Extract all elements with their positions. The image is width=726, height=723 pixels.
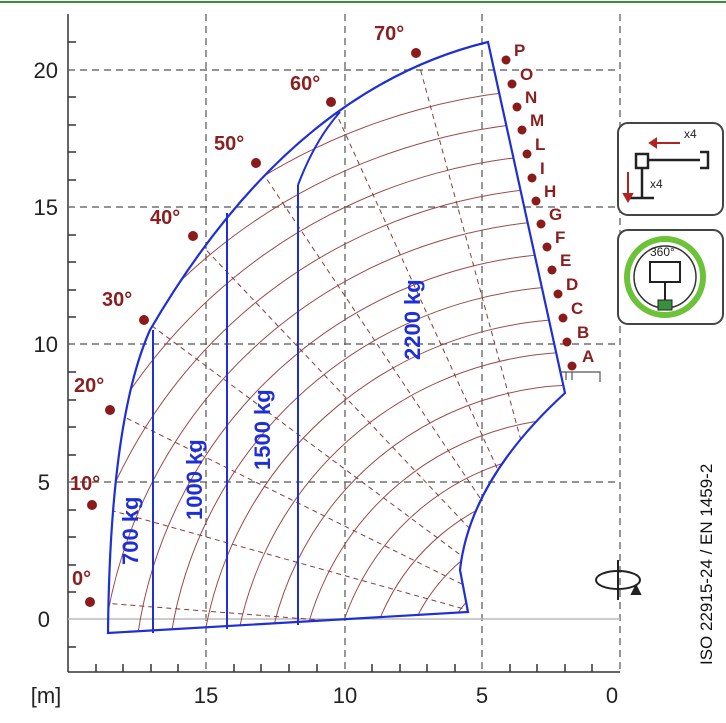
angle-label-50: 50° <box>214 133 244 155</box>
angle-label-30: 30° <box>102 289 132 311</box>
load-label-1000: 1000 kg <box>182 439 207 520</box>
angle-markers: 0° 10° 20° 30° 40° 50° 60° 70° <box>70 23 421 607</box>
x-tick-15: 15 <box>194 683 218 708</box>
extension-label-F: F <box>555 228 565 247</box>
angle-dot-30 <box>139 315 149 325</box>
extension-label-I: I <box>540 159 545 178</box>
extension-label-M: M <box>530 111 544 130</box>
angle-label-20: 20° <box>74 375 104 397</box>
extension-dot-I <box>527 173 537 183</box>
extension-label-N: N <box>525 88 537 107</box>
y-tick-5: 5 <box>38 470 50 495</box>
extension-dot-M <box>517 125 527 135</box>
ticks <box>68 41 593 672</box>
extension-label-G: G <box>549 205 562 224</box>
x-tick-10: 10 <box>333 683 357 708</box>
extension-dot-D <box>553 289 563 299</box>
extension-dot-G <box>536 219 546 229</box>
extension-label-B: B <box>577 323 589 342</box>
reach-arc <box>108 186 565 633</box>
rotation-label-360: 360° <box>650 245 675 259</box>
extension-dot-A <box>567 361 577 371</box>
angle-label-60: 60° <box>290 73 320 95</box>
reach-arc <box>133 252 565 633</box>
reach-arc <box>199 318 565 633</box>
angle-label-0: 0° <box>72 568 91 590</box>
load-label-700: 700 kg <box>118 497 143 566</box>
extension-dot-P <box>501 55 511 65</box>
extension-dot-F <box>542 242 552 252</box>
envelope-boundary <box>106 40 567 635</box>
boom-angle-line <box>255 162 565 633</box>
y-tick-15: 15 <box>34 195 58 220</box>
reach-arc <box>108 219 565 633</box>
outrigger-arrows <box>622 137 680 204</box>
reach-arc <box>396 516 565 633</box>
extension-label-P: P <box>514 41 525 60</box>
standard-label: ISO 22915-24 / EN 1459-2 <box>697 464 716 665</box>
extension-dot-B <box>562 337 572 347</box>
boom-angle-line <box>143 319 565 633</box>
extension-dot-H <box>531 196 541 206</box>
unit-label: [m] <box>31 683 62 708</box>
extension-dot-E <box>547 265 557 275</box>
boom-tip-marker <box>560 371 601 382</box>
extension-dot-O <box>507 79 517 89</box>
outrigger-icon-box: x4 x4 <box>617 122 724 216</box>
reach-arc <box>166 285 565 633</box>
boom-angle-line <box>415 52 565 633</box>
divider-upper <box>297 111 341 186</box>
angle-dot-60 <box>326 97 336 107</box>
rotation-ring-icon <box>624 236 706 318</box>
angle-dot-10 <box>87 500 97 510</box>
x-tick-5: 5 <box>476 683 488 708</box>
extension-label-E: E <box>560 251 571 270</box>
boom-angle-lines <box>108 52 565 633</box>
angle-dot-20 <box>105 405 115 415</box>
reach-arc <box>298 417 565 633</box>
load-label-2200: 2200 kg <box>400 279 425 360</box>
extension-dot-L <box>522 149 532 159</box>
extension-label-L: L <box>535 135 545 154</box>
extension-dot-N <box>512 102 522 112</box>
y-tick-20: 20 <box>34 58 58 83</box>
rotation-arrow-icon <box>595 560 642 600</box>
angle-dot-70 <box>411 48 421 58</box>
outrigger-icon <box>630 150 710 200</box>
y-tick-0: 0 <box>38 607 50 632</box>
angle-dot-50 <box>251 158 261 168</box>
rotation-icon-box: 360° <box>617 229 724 325</box>
extension-label-A: A <box>582 347 594 366</box>
outrigger-label-x4-top: x4 <box>684 127 697 141</box>
extension-dot-C <box>558 313 568 323</box>
load-zone-dividers <box>152 111 341 633</box>
boom-angle-line <box>109 409 565 633</box>
extension-label-C: C <box>571 299 583 318</box>
reach-arc <box>265 384 565 633</box>
extension-label-D: D <box>566 275 578 294</box>
outrigger-label-x4-bottom: x4 <box>650 177 663 191</box>
extension-label-H: H <box>544 182 556 201</box>
extension-label-O: O <box>520 65 533 84</box>
load-label-1500: 1500 kg <box>250 389 275 470</box>
angle-label-70: 70° <box>374 23 404 45</box>
reach-arc <box>232 351 565 633</box>
angle-dot-40 <box>188 231 198 241</box>
boom-angle-line <box>330 101 565 633</box>
angle-dot-0 <box>85 597 95 607</box>
reach-arc <box>363 483 565 633</box>
y-tick-10: 10 <box>34 332 58 357</box>
angle-label-10: 10° <box>70 473 100 495</box>
x-tick-0: 0 <box>606 683 618 708</box>
angle-label-40: 40° <box>150 207 180 229</box>
reach-arc <box>330 450 565 633</box>
